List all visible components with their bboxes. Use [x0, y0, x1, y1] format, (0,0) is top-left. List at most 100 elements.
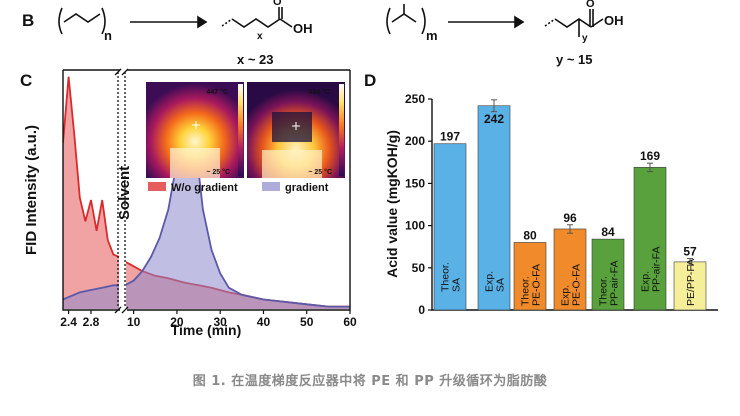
colorbar-right: [339, 84, 344, 176]
bar-category-label: SA: [451, 278, 463, 292]
pp-scheme: [386, 4, 604, 37]
panel-label-c: C: [20, 71, 32, 90]
hot-zone-right: [262, 150, 322, 178]
c-x-tick-label: 40: [257, 315, 271, 329]
c-x-tick-label: 2.4: [60, 315, 77, 329]
pe-acid-dash: [221, 18, 233, 27]
bar-category-label-group: Theor. SA: [440, 262, 463, 292]
bar-value-label: 242: [484, 112, 504, 126]
legend-swatch-red: [148, 182, 166, 191]
series-line-wo-gradient-left: [63, 76, 120, 258]
pp-bracket-close: [421, 7, 426, 35]
pp-acid-chain: [554, 18, 592, 28]
chromatogram-left-segment: [63, 76, 120, 309]
bar-2: [477, 105, 511, 311]
c-y-axis-label: FID Intensity (a.u.): [23, 125, 40, 255]
bar-value-label: 57: [683, 245, 697, 259]
break-mark-top: [114, 68, 129, 76]
bar-value-label: 96: [563, 211, 577, 225]
thermal-inset: 447 °C ~ 25 °C 434 °C ~ 25 °C: [146, 82, 345, 178]
bar-value-label: 80: [523, 228, 537, 242]
bar-y-tick-label: 100: [405, 219, 425, 233]
bar-value-label: 197: [440, 130, 460, 144]
bar-category-label: PE-O-FA: [571, 264, 583, 306]
crosshair-left: [192, 121, 200, 129]
pe-acid-o: O: [273, 0, 282, 8]
bar-category-label: PE/PP-FA: [685, 259, 697, 306]
colorbar-left: [238, 84, 243, 176]
pe-acid-chain: [231, 18, 281, 28]
bar-category-label: Theor.: [598, 276, 610, 306]
solvent-break: [114, 68, 129, 314]
bar-5: [591, 238, 625, 311]
bar-category-label: PP-air-FA: [609, 260, 621, 306]
bar-category-label: Theor.: [440, 262, 452, 292]
pp-acid-subscript: y: [582, 33, 588, 44]
c-left-axis-frame: [62, 70, 120, 311]
bar-category-label-group: Exp. PE-O-FA: [560, 264, 583, 306]
pp-subscript: m: [426, 28, 438, 43]
pe-chain-length: x ~ 23: [237, 52, 274, 67]
pe-arrow-head: [197, 15, 208, 29]
solvent-label: Solvent: [116, 166, 133, 220]
break-mark-bottom: [114, 306, 129, 314]
pe-scheme: [58, 7, 293, 35]
bar-value-label: 84: [601, 225, 615, 239]
bar-category-label: Exp.: [484, 271, 496, 292]
panel-label-d: D: [364, 71, 376, 90]
pp-zigzag: [391, 13, 417, 23]
c-x-tick-label: 20: [170, 315, 184, 329]
thermal-right-top-temp: 434 °C: [309, 88, 330, 96]
c-x-tick-label: 50: [300, 315, 314, 329]
bar-y-tick-label: 50: [412, 261, 426, 275]
bar-3: [513, 242, 547, 311]
bar-category-label-group: Theor. PE-O-FA: [520, 264, 543, 306]
hot-zone-left: [170, 148, 220, 178]
c-x-tick-label: 2.8: [83, 315, 100, 329]
thermal-right-bottom-temp: ~ 25 °C: [308, 168, 332, 176]
pe-subscript: n: [104, 28, 112, 43]
bar-y-tick-label: 0: [418, 303, 425, 317]
bar-category-label-group: Exp. SA: [484, 271, 507, 292]
c-x-tick-label: 10: [127, 315, 141, 329]
pp-acid-oh: OH: [604, 13, 624, 28]
figure-caption: 图 1. 在温度梯度反应器中将 PE 和 PP 升级循环为脂肪酸: [192, 374, 548, 389]
d-y-axis-label: Acid value (mgKOH/g): [384, 130, 400, 278]
legend-label-gradient: gradient: [285, 182, 329, 194]
pe-bracket-open: [58, 7, 63, 35]
bar-y-tick-label: 200: [405, 134, 425, 148]
bar-category-label: Exp.: [560, 285, 572, 306]
pp-chain-length: y ~ 15: [556, 52, 593, 67]
pp-acid-cbond: [590, 18, 604, 28]
bar-category-label: Exp.: [640, 271, 652, 292]
bar-7: [673, 261, 707, 311]
legend-swatch-blue: [262, 182, 280, 191]
thermal-left-top-temp: 447 °C: [207, 88, 228, 96]
legend-label-wo-gradient: W/o gradient: [171, 182, 238, 194]
pe-zigzag: [63, 13, 101, 23]
c-legend: W/o gradient gradient: [148, 182, 329, 194]
bar-1: [433, 143, 467, 311]
bar-category-label-group: PE/PP-FA: [685, 259, 697, 306]
bar-category-label-group: Theor. PP-air-FA: [598, 260, 621, 306]
panel-label-b: B: [22, 11, 34, 30]
bar-category-label: Theor.: [520, 276, 532, 306]
cool-reactor-zone: [272, 112, 312, 142]
bar-category-label: PE-O-FA: [531, 264, 543, 306]
c-x-ticks: 2.4 2.8 10 20 30 40 50 60: [60, 310, 357, 329]
bar-category-label: PP-air-FA: [651, 246, 663, 292]
bar-category-label-group: Exp. PP-air-FA: [640, 246, 663, 292]
pp-arrow-head: [514, 15, 525, 29]
series-area-wo-gradient-left: [63, 76, 119, 309]
c-x-tick-label: 60: [343, 315, 357, 329]
c-x-axis-label: Time (min): [171, 322, 242, 338]
bar-4: [553, 228, 587, 311]
c-x-tick-label: 30: [214, 315, 228, 329]
pp-acid-o: O: [586, 0, 595, 10]
series-line-gradient-left: [63, 284, 119, 301]
crosshair-right: [292, 122, 300, 130]
pp-acid-dash: [544, 18, 556, 27]
pe-acid-oh: OH: [293, 21, 313, 36]
